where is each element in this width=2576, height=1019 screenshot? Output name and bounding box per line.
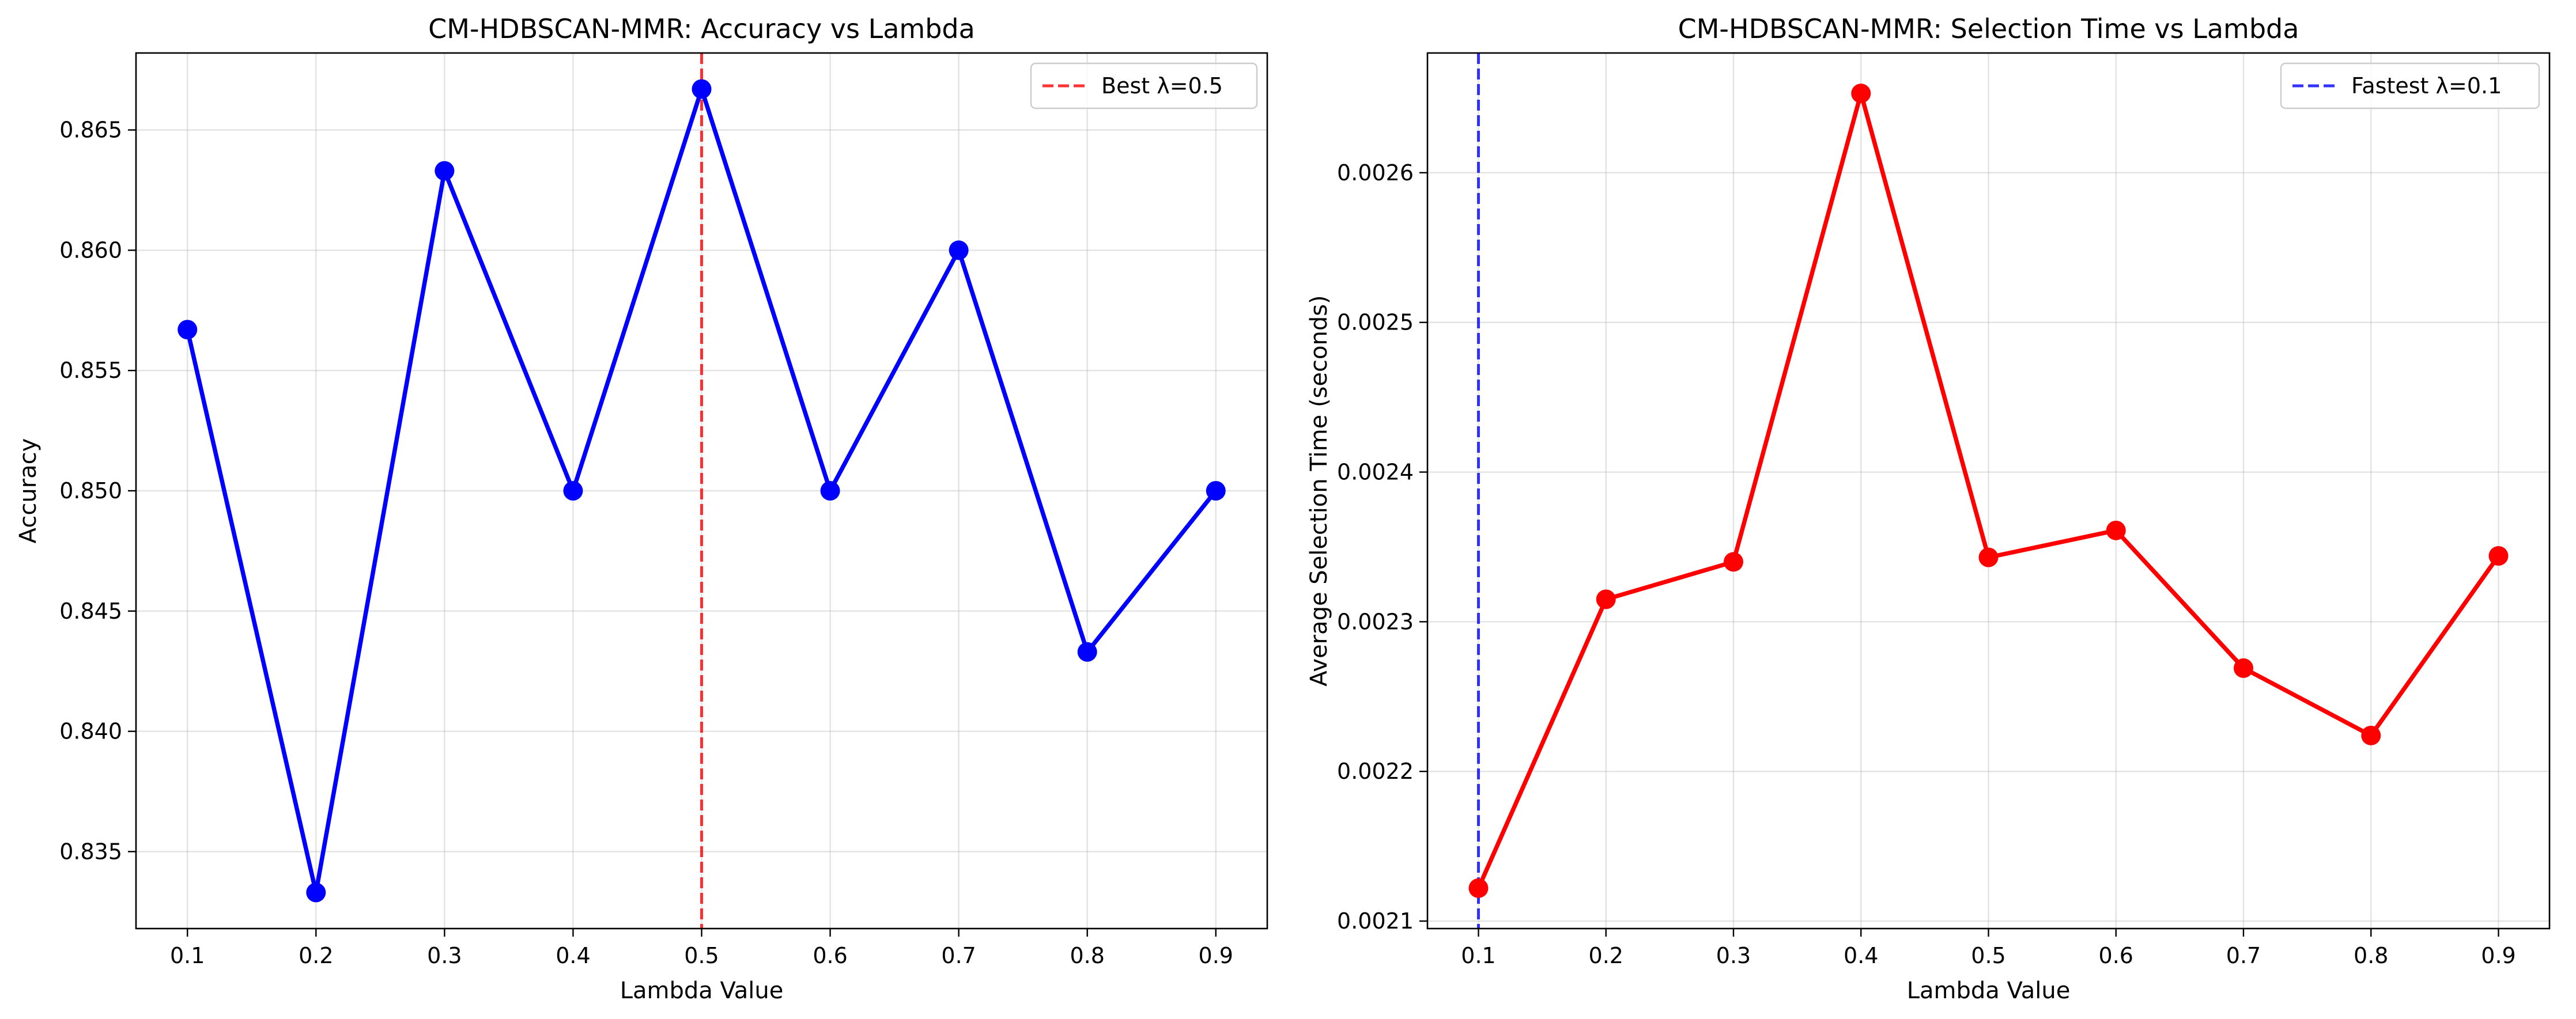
y-tick-label: 0.840 — [59, 719, 122, 744]
data-point — [820, 481, 840, 501]
x-tick-label: 0.5 — [684, 943, 719, 968]
y-tick-label: 0.860 — [59, 237, 122, 263]
legend: Best λ=0.5 — [1030, 62, 1258, 109]
y-tick-label: 0.835 — [59, 839, 122, 864]
axes-frame — [1426, 52, 2551, 930]
data-point — [692, 79, 712, 99]
x-axis-label: Lambda Value — [1907, 978, 2071, 1004]
data-point — [1206, 481, 1226, 501]
data-point — [1468, 878, 1489, 898]
y-tick-label: 0.0021 — [1337, 908, 1414, 934]
chart-title: CM-HDBSCAN-MMR: Accuracy vs Lambda — [428, 13, 975, 44]
y-tick-label: 0.0022 — [1337, 759, 1414, 784]
x-tick-label: 0.7 — [941, 943, 976, 968]
data-point — [1077, 642, 1097, 662]
data-point — [2234, 658, 2253, 678]
data-point — [177, 320, 198, 340]
data-point — [1724, 552, 1743, 572]
x-tick-label: 0.8 — [1070, 943, 1104, 968]
chart-title: CM-HDBSCAN-MMR: Selection Time vs Lambda — [1678, 13, 2299, 44]
x-tick-label: 0.4 — [556, 943, 590, 968]
data-point — [949, 240, 969, 260]
legend: Fastest λ=0.1 — [2280, 62, 2540, 109]
y-tick-label: 0.865 — [59, 118, 122, 143]
y-tick-label: 0.845 — [59, 598, 122, 624]
x-tick-label: 0.1 — [170, 943, 205, 968]
y-tick-label: 0.0026 — [1337, 160, 1414, 185]
data-point — [1851, 84, 1871, 104]
x-tick-label: 0.3 — [427, 943, 462, 968]
data-point — [563, 481, 583, 501]
y-tick-label: 0.0023 — [1337, 609, 1414, 634]
data-point — [2361, 725, 2381, 745]
x-tick-label: 0.6 — [2099, 943, 2133, 968]
data-point — [1596, 589, 1616, 609]
data-point — [2488, 546, 2509, 566]
plot-area — [1427, 53, 2549, 929]
y-tick-label: 0.855 — [59, 358, 122, 383]
x-axis-label: Lambda Value — [620, 978, 784, 1004]
data-point — [2106, 520, 2126, 540]
data-point — [1978, 547, 1999, 567]
x-tick-label: 0.7 — [2226, 943, 2261, 968]
x-tick-label: 0.2 — [299, 943, 333, 968]
legend-box — [2280, 62, 2540, 109]
legend-label: Best λ=0.5 — [1101, 73, 1223, 99]
chart-panel-1: 0.1 0.2 0.3 0.4 0.5 0.6 0.7 0.8 0.9 0.835 0.840 0.8… — [15, 13, 1268, 1004]
x-tick-label: 0.6 — [813, 943, 847, 968]
x-tick-label: 0.5 — [1971, 943, 2005, 968]
x-tick-label: 0.9 — [2481, 943, 2515, 968]
y-tick-label: 0.0025 — [1337, 310, 1414, 335]
y-tick-label: 0.0024 — [1337, 460, 1414, 485]
x-tick-label: 0.8 — [2354, 943, 2388, 968]
axes-frame — [135, 52, 1268, 930]
x-tick-label: 0.4 — [1844, 943, 1878, 968]
y-tick-label: 0.850 — [59, 478, 122, 503]
x-tick-label: 0.2 — [1589, 943, 1623, 968]
data-point — [435, 161, 455, 181]
legend-label: Fastest λ=0.1 — [2351, 73, 2502, 99]
data-point — [306, 882, 326, 903]
y-axis-label: Accuracy — [15, 438, 41, 544]
chart-panel-2: 0.1 0.2 0.3 0.4 0.5 0.6 0.7 0.8 0.9 0.0021 0.0022 0… — [1306, 13, 2551, 1004]
x-tick-label: 0.1 — [1461, 943, 1495, 968]
x-tick-label: 0.9 — [1199, 943, 1233, 968]
x-tick-label: 0.3 — [1716, 943, 1751, 968]
y-axis-label: Average Selection Time (seconds) — [1306, 295, 1332, 686]
legend-box — [1030, 62, 1258, 109]
